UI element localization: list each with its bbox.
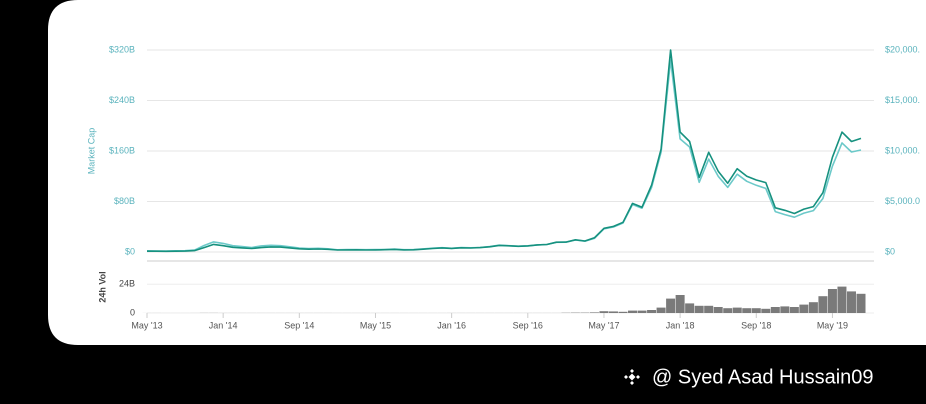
y-tick-label: $0	[125, 246, 135, 256]
bar	[656, 307, 666, 313]
bar	[732, 307, 742, 313]
y-axis-title: Market Cap	[86, 128, 96, 175]
y2-tick-label: $0	[885, 246, 895, 256]
watermark: @ Syed Asad Hussain09	[652, 366, 874, 388]
x-tick-label: Sep '16	[513, 320, 543, 330]
line	[147, 49, 862, 253]
plot: $0 $80B $160B $240B $320B $0 $5,000.0 $10,000. $…	[86, 44, 920, 330]
y-tick-label: 0	[130, 307, 135, 317]
bar	[780, 306, 790, 313]
card	[48, 0, 926, 345]
bar	[723, 308, 733, 313]
bar	[637, 310, 647, 313]
y2-tick-label: $20,000.	[885, 44, 920, 54]
bar	[742, 308, 752, 313]
x-tick-label: Jan '18	[666, 320, 695, 330]
x-tick-label: Sep '14	[284, 320, 314, 330]
bar	[704, 305, 714, 313]
bar	[837, 286, 847, 313]
y2-tick-label: $10,000.	[885, 145, 920, 155]
y-tick-label: $160B	[109, 145, 135, 155]
bar	[770, 307, 780, 313]
x-tick-label: Jan '14	[209, 320, 238, 330]
bar	[799, 304, 809, 313]
bar	[647, 310, 657, 313]
bar	[789, 307, 799, 313]
bar	[694, 305, 704, 313]
bar	[846, 291, 856, 313]
bar	[675, 295, 685, 313]
bar	[685, 303, 695, 313]
y-tick-label: 24B	[119, 279, 135, 289]
bar	[599, 311, 609, 313]
bar	[666, 298, 676, 313]
bar	[713, 307, 723, 313]
logo	[624, 369, 640, 385]
y-axis-title: 24h Vol	[97, 271, 107, 302]
y-tick-label: $240B	[109, 95, 135, 105]
y-tick-label: $320B	[109, 44, 135, 54]
x-tick-label: Sep '18	[741, 320, 771, 330]
bar	[751, 308, 761, 313]
y2-tick-label: $5,000.0	[885, 196, 920, 206]
bar	[856, 293, 866, 313]
bar	[761, 308, 771, 313]
bar	[608, 311, 618, 313]
x-tick-label: May '17	[588, 320, 619, 330]
bar	[818, 296, 828, 313]
y-tick-label: $80B	[114, 196, 135, 206]
x-tick-label: May '13	[131, 320, 162, 330]
x-tick-label: May '15	[360, 320, 391, 330]
bar	[589, 312, 599, 313]
x-tick-label: May '19	[817, 320, 848, 330]
bar	[827, 289, 837, 313]
x-tick-label: Jan '16	[437, 320, 466, 330]
bar	[808, 302, 818, 313]
y2-tick-label: $15,000.	[885, 95, 920, 105]
bar	[628, 310, 638, 313]
bar	[618, 311, 628, 313]
